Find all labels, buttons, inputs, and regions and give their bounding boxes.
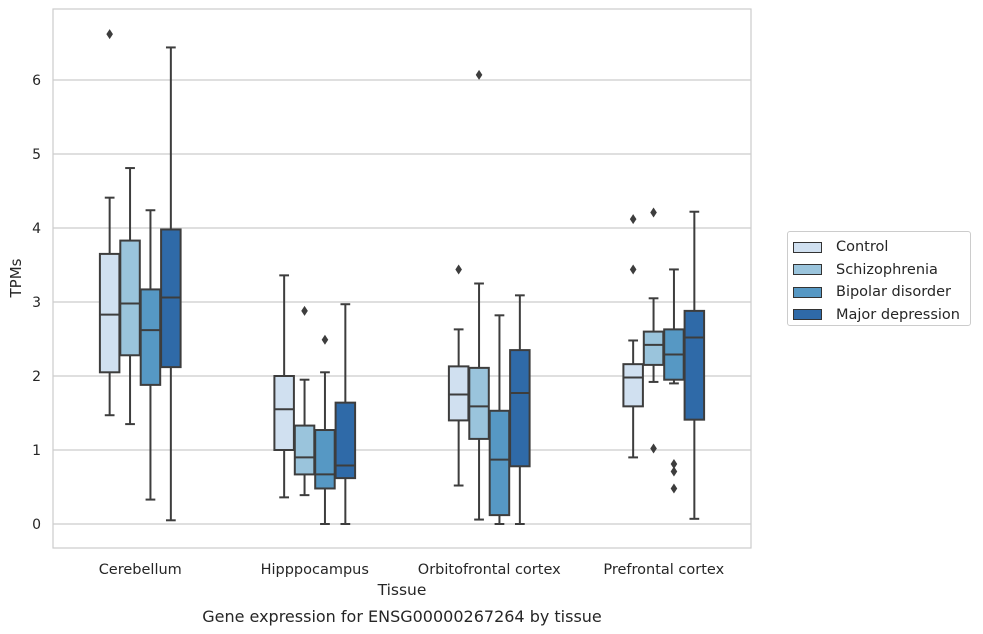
legend-label: Major depression	[836, 306, 960, 323]
chart-title: Gene expression for ENSG00000267264 by t…	[202, 607, 602, 626]
legend-label: Control	[836, 239, 889, 256]
box	[642, 330, 665, 366]
box	[622, 363, 644, 408]
outlier-point	[629, 264, 637, 275]
box-0-0	[98, 29, 121, 417]
legend-label: Schizophrenia	[836, 261, 938, 278]
outlier-point	[650, 207, 657, 218]
box-2-3	[509, 294, 531, 525]
x-axis-label: Tissue	[377, 581, 427, 599]
outlier-point	[670, 483, 678, 494]
box-2-0	[447, 264, 470, 487]
box-3-2	[663, 268, 685, 494]
outlier-point	[650, 443, 657, 454]
outlier-point	[475, 69, 483, 80]
outlier-point	[670, 466, 678, 477]
y-tick-label: 0	[32, 517, 41, 533]
y-tick-label: 6	[32, 73, 41, 89]
box	[468, 366, 490, 440]
legend-swatch	[793, 264, 822, 276]
y-tick-label: 2	[32, 369, 41, 385]
y-tick-label: 5	[32, 147, 41, 163]
outlier-point	[321, 334, 329, 345]
x-tick-label: Cerebellum	[99, 562, 182, 578]
box	[119, 239, 141, 357]
y-tick-label: 4	[32, 221, 41, 237]
legend-item-major-depression: Major depression	[788, 304, 970, 327]
box	[273, 375, 295, 451]
legend-label: Bipolar disorder	[836, 284, 951, 301]
box-0-1	[119, 167, 141, 426]
y-ticks: 0 1 2 3 4 5 6	[32, 73, 41, 533]
outlier-point	[670, 459, 678, 470]
x-tick-label: Orbitofrontal cortex	[418, 562, 561, 578]
outlier-point	[301, 305, 308, 316]
box-3-1	[642, 207, 665, 454]
box-groups	[98, 29, 706, 525]
box-2-2	[488, 314, 511, 525]
box	[314, 429, 336, 490]
legend-item-bipolar-disorder: Bipolar disorder	[788, 281, 970, 304]
box-0-3	[160, 46, 182, 522]
box	[293, 424, 316, 476]
x-ticks: Cerebellum Hipppocampus Orbitofrontal cort…	[99, 562, 725, 578]
legend-item-schizophrenia: Schizophrenia	[788, 259, 970, 282]
y-tick-label: 3	[32, 295, 41, 311]
box	[98, 252, 121, 374]
box-3-0	[622, 214, 644, 459]
outlier-point	[106, 29, 113, 40]
box-3-3	[683, 210, 706, 520]
legend: Control Schizophrenia Bipolar disorder M…	[787, 231, 971, 326]
box	[488, 409, 511, 517]
outlier-point	[629, 214, 637, 225]
legend-swatch	[793, 241, 822, 253]
legend-swatch	[793, 309, 822, 321]
box-1-1	[293, 305, 316, 497]
box-2-1	[468, 69, 490, 521]
y-tick-label: 1	[32, 443, 41, 459]
box-1-3	[334, 303, 357, 525]
box	[334, 401, 357, 480]
box	[683, 309, 706, 421]
x-tick-label: Hipppocampus	[261, 562, 369, 578]
x-tick-label: Prefrontal cortex	[603, 562, 724, 578]
box-1-0	[273, 274, 295, 499]
box-1-2	[314, 334, 336, 525]
legend-swatch	[793, 286, 822, 298]
box-0-2	[139, 209, 162, 501]
legend-item-control: Control	[788, 236, 970, 259]
y-axis-label: TPMs	[7, 258, 25, 298]
box	[509, 349, 531, 468]
outlier-point	[455, 264, 462, 275]
box	[139, 288, 162, 386]
box	[447, 365, 470, 422]
plot-frame	[52, 8, 752, 549]
